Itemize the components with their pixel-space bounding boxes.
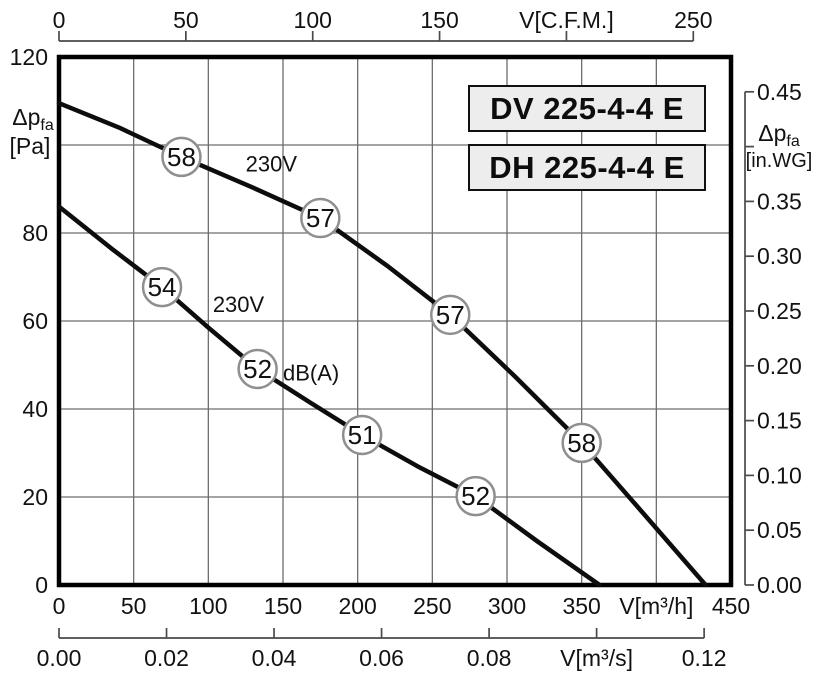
curve-marker-value: 57 <box>306 203 335 233</box>
pressure-curve-230v-voltage-label: 230V <box>246 151 298 176</box>
m3s-tick-label: 0.12 <box>682 645 727 671</box>
inwg-axis: 0.00 0.05 0.10 0.15 0.20 0.25 0.30 0.35 0.45 Δpfa… <box>744 79 813 598</box>
m3h-tick-label: 150 <box>264 593 302 619</box>
pa-tick-label: 20 <box>22 484 48 510</box>
inwg-tick-label: 0.30 <box>757 243 802 269</box>
curve-marker-value: 58 <box>167 142 196 172</box>
inwg-tick-label: 0.15 <box>757 408 802 434</box>
curve-marker-circle <box>455 475 496 517</box>
inwg-tick-label: 0.25 <box>757 298 802 324</box>
curve-marker-circle <box>300 197 341 239</box>
curve-marker-circle <box>561 422 602 464</box>
inwg-tick-label: 0.45 <box>757 79 802 105</box>
model-label-dv: DV 225-4-4 E <box>468 85 706 132</box>
sound-curve-dba-line <box>56 204 602 588</box>
inwg-tick-label: 0.35 <box>757 188 802 214</box>
inwg-tick-label: 0.00 <box>757 572 802 598</box>
pa-tick-label: 80 <box>22 220 48 246</box>
cfm-tick-label: 100 <box>294 7 332 33</box>
pa-tick-label: 40 <box>22 396 48 422</box>
cfm-axis-unit-label: V[C.F.M.] <box>519 7 614 33</box>
curve-marker-circle <box>237 348 278 390</box>
m3h-tick-label: 200 <box>338 593 376 619</box>
inwg-axis-label: Δpfa <box>758 120 800 150</box>
m3s-tick-label: 0.00 <box>37 645 82 671</box>
pa-axis: 0 20 40 60 80 120 Δpfa[Pa] <box>10 44 54 598</box>
pa-tick-label: 120 <box>10 44 48 70</box>
model-label-dh: DH 225-4-4 E <box>468 144 706 191</box>
m3h-tick-label: 350 <box>562 593 600 619</box>
inwg-tick-label: 0.05 <box>757 517 802 543</box>
pressure-curve-230v: 230V 58 57 57 58 <box>56 100 708 588</box>
cfm-tick-label: 250 <box>674 7 712 33</box>
pa-tick-label: 0 <box>35 572 48 598</box>
m3s-tick-label: 0.02 <box>144 645 189 671</box>
inwg-tick-label: 0.20 <box>757 353 802 379</box>
cfm-tick-label: 50 <box>173 7 199 33</box>
m3h-tick-label: 100 <box>189 593 227 619</box>
curve-marker-circle <box>430 294 471 336</box>
m3h-tick-label: 300 <box>488 593 526 619</box>
inwg-tick-label: 0.10 <box>757 462 802 488</box>
curve-marker-value: 52 <box>461 481 490 511</box>
m3h-tick-label: 50 <box>121 593 147 619</box>
pa-axis-label: Δpfa <box>12 104 54 134</box>
curve-marker-circle <box>141 266 183 308</box>
m3s-tick-label: 0.08 <box>467 645 512 671</box>
curve-marker-value: 58 <box>567 428 596 458</box>
curve-marker-value: 57 <box>436 300 465 330</box>
curve-marker-value: 52 <box>243 354 272 384</box>
cfm-tick-label: 0 <box>53 7 66 33</box>
gridlines <box>59 57 731 585</box>
m3h-tick-label: 450 <box>712 593 750 619</box>
plot-frame <box>56 54 734 588</box>
m3h-axis: 0 50 100 150 200 250 300 350 V[m³/h] 450 <box>53 593 751 619</box>
m3h-tick-label: 250 <box>413 593 451 619</box>
sound-curve-dba: 230V dB(A) 54 52 51 52 <box>56 204 602 588</box>
sound-curve-dba-voltage-label: 230V <box>213 292 265 317</box>
m3h-tick-label: 0 <box>53 593 66 619</box>
m3s-axis-unit-label: V[m³/s] <box>560 645 633 671</box>
sound-curve-dba-unit-label: dB(A) <box>283 360 339 385</box>
cfm-axis: 0 50 100 150 V[C.F.M.] 250 <box>53 7 712 42</box>
pressure-curve-230v-line <box>56 100 708 588</box>
m3h-axis-unit-label: V[m³/h] <box>619 593 693 619</box>
curve-marker-circle <box>161 136 202 178</box>
pa-tick-label: 60 <box>22 308 48 334</box>
m3s-axis: 0.00 0.02 0.04 0.06 0.08 V[m³/s] 0.12 <box>37 628 727 671</box>
pa-axis-unit: [Pa] <box>10 133 51 159</box>
curve-marker-value: 54 <box>148 272 177 302</box>
inwg-axis-unit: [in.WG] <box>746 150 813 172</box>
m3s-tick-label: 0.06 <box>359 645 404 671</box>
cfm-tick-label: 150 <box>420 7 458 33</box>
m3s-tick-label: 0.04 <box>252 645 297 671</box>
curve-marker-circle <box>341 414 383 456</box>
curve-marker-value: 51 <box>348 420 377 450</box>
